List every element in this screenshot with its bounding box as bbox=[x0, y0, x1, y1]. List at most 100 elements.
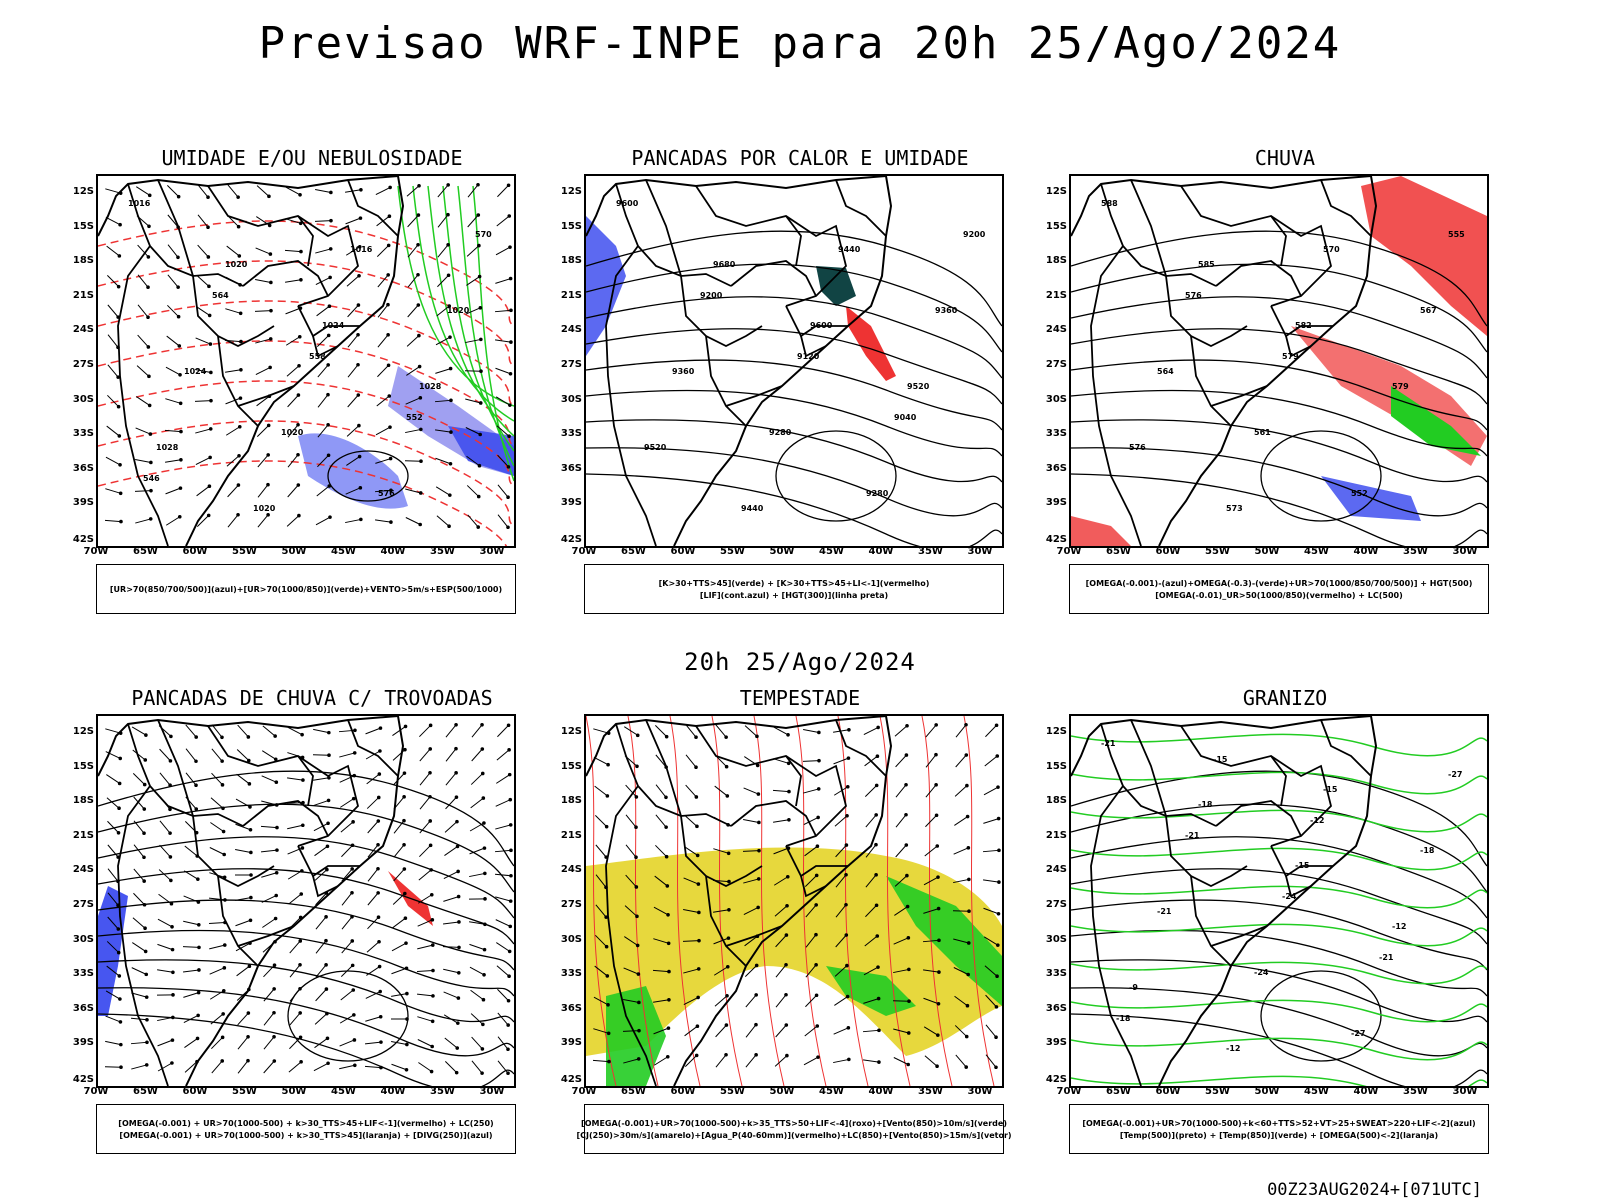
wind-arrow-head bbox=[724, 1023, 729, 1027]
wind-arrow-head bbox=[142, 782, 147, 787]
lat-tick-label: 15S bbox=[560, 220, 582, 232]
wind-arrow bbox=[184, 1061, 198, 1073]
wind-arrow-head bbox=[209, 398, 213, 403]
wind-arrow bbox=[625, 784, 637, 798]
wind-arrow bbox=[833, 1027, 849, 1035]
wind-arrow bbox=[209, 944, 225, 950]
wind-arrow bbox=[106, 797, 120, 809]
wind-arrow bbox=[465, 338, 481, 344]
wind-arrow bbox=[287, 726, 303, 736]
wind-arrow-head bbox=[846, 756, 851, 760]
wind-arrow-head bbox=[236, 224, 241, 229]
wind-arrow-head bbox=[456, 996, 461, 1000]
wind-arrow-head bbox=[405, 991, 409, 996]
country-border bbox=[207, 185, 359, 307]
wind-arrow bbox=[684, 846, 698, 856]
wind-arrow-head bbox=[724, 764, 729, 769]
wind-arrow bbox=[365, 750, 381, 760]
contour-label: 561 bbox=[1254, 428, 1271, 437]
wind-arrow-head bbox=[266, 423, 271, 428]
wind-arrow-head bbox=[667, 997, 671, 1002]
wind-arrow-head bbox=[144, 995, 149, 999]
wind-arrow-head bbox=[695, 853, 700, 858]
contour-label: 1020 bbox=[447, 306, 470, 315]
temp-850-contour bbox=[1071, 923, 1487, 947]
wind-arrow bbox=[592, 1059, 610, 1063]
wind-arrow-head bbox=[965, 814, 970, 819]
wind-arrow-head bbox=[431, 994, 435, 998]
wind-arrow bbox=[469, 847, 485, 855]
lat-tick-label: 12S bbox=[1045, 186, 1067, 197]
wind-arrow-head bbox=[357, 244, 362, 249]
wind-arrow-head bbox=[168, 783, 172, 787]
temp-850-contour bbox=[1071, 885, 1487, 909]
country-border bbox=[645, 719, 682, 817]
isolines bbox=[1071, 733, 1487, 1086]
country-border bbox=[800, 335, 827, 358]
wind-arrow bbox=[595, 904, 607, 918]
wind-arrow-head bbox=[508, 797, 513, 802]
wind-arrow bbox=[833, 786, 849, 796]
wind-arrow bbox=[775, 934, 787, 948]
wind-arrow-head bbox=[386, 273, 390, 277]
wind-arrow-head bbox=[170, 1038, 175, 1042]
wind-arrow-head bbox=[376, 915, 381, 920]
wind-arrow-head bbox=[694, 795, 699, 799]
wind-arrow-head bbox=[506, 1071, 510, 1076]
lon-tick-label: 35W bbox=[1403, 546, 1428, 557]
wind-arrow bbox=[803, 816, 819, 826]
wind-arrow-head bbox=[935, 844, 940, 848]
wind-arrow-head bbox=[814, 993, 819, 998]
lon-tick-label: 60W bbox=[670, 546, 696, 557]
wind-arrow bbox=[470, 773, 484, 785]
wind-arrow-head bbox=[447, 304, 452, 308]
wind-arrow-head bbox=[326, 333, 331, 338]
wind-850-field bbox=[886, 876, 1002, 1006]
trough-contour bbox=[1260, 970, 1382, 1062]
wind-arrow-head bbox=[634, 885, 639, 889]
wind-arrow bbox=[263, 1012, 275, 1026]
wind-arrow-head bbox=[300, 846, 305, 850]
wind-arrow-head bbox=[479, 337, 483, 342]
wind-arrow bbox=[437, 184, 449, 198]
wind-arrow-head bbox=[298, 192, 302, 197]
wind-arrow bbox=[445, 724, 457, 738]
contour-label: 552 bbox=[1351, 489, 1368, 498]
wind-arrow bbox=[436, 305, 450, 317]
wind-arrow bbox=[862, 1029, 880, 1033]
wind-arrow bbox=[367, 844, 379, 858]
country-border bbox=[242, 260, 329, 297]
wind-arrow bbox=[774, 1055, 788, 1067]
wind-arrow-head bbox=[326, 821, 330, 826]
isolines bbox=[98, 185, 514, 546]
wind-arrow bbox=[495, 799, 511, 807]
humidity-low-contour bbox=[472, 185, 514, 482]
map-svg: -21 -18 -15 -12 -9 -12 -15 -18 -21 -24 -27 -27 -21 -2… bbox=[1071, 716, 1487, 1086]
wind-arrow bbox=[339, 1064, 355, 1070]
lat-tick-label: 12S bbox=[560, 186, 582, 197]
lon-tick-label: 40W bbox=[868, 1086, 894, 1097]
wind-arrow-head bbox=[266, 482, 270, 487]
wind-arrow-head bbox=[816, 787, 821, 791]
wind-arrow-head bbox=[784, 1023, 789, 1027]
wind-arrow bbox=[683, 968, 699, 974]
wind-arrow bbox=[623, 726, 639, 736]
wind-arrow-head bbox=[604, 944, 609, 949]
wind-arrow bbox=[133, 844, 145, 858]
wind-arrow-head bbox=[997, 848, 1001, 853]
wind-arrow bbox=[289, 1036, 301, 1050]
lon-tick-label: 45W bbox=[331, 1086, 356, 1097]
lat-tick-label: 18S bbox=[72, 255, 94, 267]
wind-arrow-head bbox=[757, 848, 761, 853]
wind-arrow bbox=[157, 969, 173, 973]
wind-arrow-head bbox=[508, 924, 513, 929]
wind-arrow-head bbox=[846, 1026, 851, 1030]
lon-tick-label: 60W bbox=[670, 1086, 696, 1097]
wind-arrow-head bbox=[506, 525, 510, 530]
lif-field bbox=[586, 216, 626, 356]
lon-tick-label: 50W bbox=[1254, 546, 1280, 557]
wind-arrow-head bbox=[237, 424, 242, 429]
wind-arrow-head bbox=[417, 364, 422, 369]
wind-arrow-head bbox=[506, 465, 511, 469]
wind-arrow-head bbox=[404, 1067, 409, 1072]
